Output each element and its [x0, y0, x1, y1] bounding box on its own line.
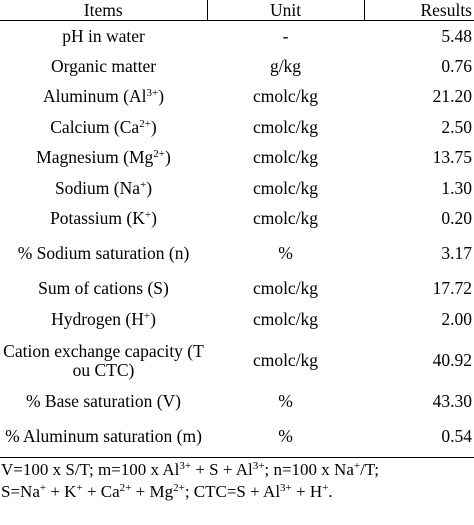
- row-result: 2.00: [441, 308, 472, 329]
- row-result: 3.17: [441, 243, 472, 264]
- soil-analysis-table: Items Unit Results pH in water - 5.48 Or…: [0, 0, 474, 458]
- row-item: pH in water: [62, 25, 145, 46]
- table-row: Cation exchange capacity (T ou CTC) cmol…: [0, 335, 474, 387]
- row-item: % Sodium saturation (n): [17, 243, 190, 264]
- row-unit: cmolc/kg: [252, 278, 319, 299]
- row-item: Calcium (Ca2+): [50, 116, 157, 137]
- row-unit: cmolc/kg: [252, 308, 319, 329]
- row-result: 13.75: [432, 147, 472, 168]
- table-row: Calcium (Ca2+) cmolc/kg 2.50: [0, 112, 474, 142]
- row-unit: %: [278, 391, 293, 412]
- row-unit: cmolc/kg: [252, 208, 319, 229]
- row-unit: cmolc/kg: [252, 350, 319, 371]
- footnote-line-2: S=Na+ + K+ + Ca2+ + Mg2+; CTC=S + Al3+ +…: [1, 481, 333, 501]
- row-item: Potassium (K+): [50, 208, 157, 229]
- header-results: Results: [364, 0, 474, 21]
- header-items: Items: [0, 0, 208, 21]
- row-result: 17.72: [432, 278, 472, 299]
- row-result: 43.30: [432, 391, 472, 412]
- row-item: Sum of cations (S): [38, 278, 169, 299]
- row-result: 2.50: [441, 116, 472, 137]
- row-unit: g/kg: [269, 56, 302, 77]
- row-item: % Base saturation (V): [25, 391, 182, 412]
- row-result: 0.54: [364, 416, 474, 458]
- table-row: Hydrogen (H+) cmolc/kg 2.00: [0, 304, 474, 334]
- table-row: Sum of cations (S) cmolc/kg 17.72: [0, 274, 474, 304]
- header-row: Items Unit Results: [0, 0, 474, 21]
- row-result: 40.92: [432, 350, 472, 371]
- row-result: 21.20: [432, 86, 472, 107]
- row-item: Organic matter: [50, 56, 157, 77]
- row-item: Aluminum (Al3+): [42, 86, 165, 107]
- footnote-line-1: V=100 x S/T; m=100 x Al3+ + S + Al3+; n=…: [1, 459, 379, 479]
- table-row: % Base saturation (V) % 43.30: [0, 387, 474, 417]
- row-item: % Aluminum saturation (m): [0, 416, 207, 458]
- header-unit: Unit: [207, 0, 365, 21]
- row-result: 1.30: [441, 177, 472, 198]
- table-row: Potassium (K+) cmolc/kg 0.20: [0, 203, 474, 233]
- row-unit: %: [207, 416, 364, 458]
- table-row: pH in water - 5.48: [0, 21, 474, 52]
- row-unit: %: [278, 243, 293, 264]
- row-result: 5.48: [441, 25, 472, 46]
- table-row: Sodium (Na+) cmolc/kg 1.30: [0, 173, 474, 203]
- row-unit: cmolc/kg: [252, 116, 319, 137]
- table-row: Aluminum (Al3+) cmolc/kg 21.20: [0, 82, 474, 112]
- row-unit: cmolc/kg: [252, 147, 319, 168]
- row-unit: cmolc/kg: [252, 177, 319, 198]
- row-item: Cation exchange capacity (T ou CTC): [3, 340, 204, 380]
- row-unit: -: [282, 25, 289, 46]
- table-row: % Sodium saturation (n) % 3.17: [0, 234, 474, 274]
- row-result: 0.20: [441, 208, 472, 229]
- row-item: Hydrogen (H+): [51, 308, 156, 329]
- table-footnote: V=100 x S/T; m=100 x Al3+ + S + Al3+; n=…: [0, 458, 474, 503]
- row-unit: cmolc/kg: [252, 86, 319, 107]
- table-row: Organic matter g/kg 0.76: [0, 51, 474, 81]
- row-item: Sodium (Na+): [54, 177, 153, 198]
- table-row: Magnesium (Mg2+) cmolc/kg 13.75: [0, 143, 474, 173]
- row-item: Magnesium (Mg2+): [36, 147, 171, 168]
- table-row: % Aluminum saturation (m) % 0.54: [0, 416, 474, 458]
- row-result: 0.76: [441, 56, 472, 77]
